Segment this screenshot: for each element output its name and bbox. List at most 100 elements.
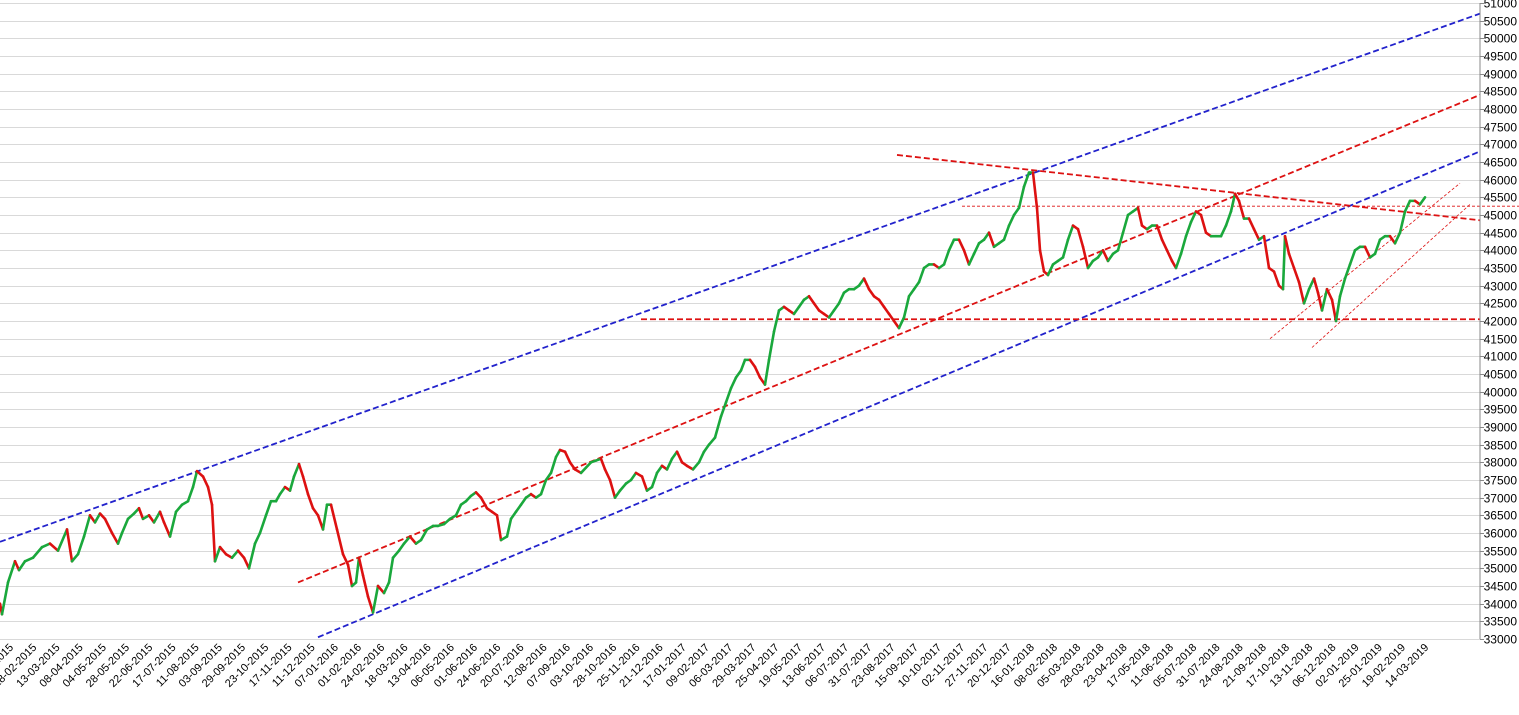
price-segment xyxy=(1233,192,1241,203)
price-segment xyxy=(387,556,395,584)
price-segment xyxy=(371,584,380,614)
y-tick-label: 48500 xyxy=(1484,85,1518,99)
price-segment xyxy=(1066,224,1075,242)
y-tick-label: 33500 xyxy=(1484,615,1518,629)
price-segment xyxy=(608,478,617,499)
price-segment xyxy=(13,559,21,572)
price-series xyxy=(0,171,1427,616)
price-segment xyxy=(258,514,268,535)
price-segment xyxy=(1155,224,1164,242)
price-segment xyxy=(618,482,628,492)
price-segment xyxy=(1076,227,1085,249)
price-segment xyxy=(902,294,911,319)
y-tick-label: 48000 xyxy=(1484,103,1518,117)
price-segment xyxy=(1136,206,1144,227)
price-segment xyxy=(1418,196,1427,206)
price-segment xyxy=(1086,259,1095,270)
price-segment xyxy=(957,238,966,252)
y-tick-label: 49000 xyxy=(1484,68,1518,82)
price-segment xyxy=(739,358,747,372)
price-segment xyxy=(877,298,886,309)
price-segment xyxy=(361,574,370,598)
price-segment xyxy=(753,365,762,379)
price-segment xyxy=(1101,249,1110,263)
price-segment xyxy=(702,443,711,454)
price-segment xyxy=(655,464,664,475)
price-segment xyxy=(357,556,365,577)
price-segment xyxy=(767,330,776,362)
gridlines xyxy=(0,3,1480,640)
price-segment xyxy=(454,503,463,517)
price-segment xyxy=(292,462,301,478)
price-segment xyxy=(442,517,452,526)
price-segment xyxy=(40,542,52,549)
price-segment xyxy=(724,386,733,404)
price-segment xyxy=(274,492,282,503)
x-axis: 201518-02-201513-03-201508-04-201504-05-… xyxy=(0,642,1431,690)
price-segment xyxy=(987,231,996,249)
price-segment xyxy=(301,475,310,496)
price-segment xyxy=(402,535,412,545)
price-segment xyxy=(897,316,906,330)
price-segment xyxy=(335,528,345,556)
price-segment xyxy=(288,475,296,492)
price-segment xyxy=(797,298,806,309)
price-segment xyxy=(158,510,166,524)
price-segment xyxy=(1189,210,1198,224)
y-tick-label: 46500 xyxy=(1484,156,1518,170)
price-segment xyxy=(1302,287,1311,305)
price-segment xyxy=(539,478,548,496)
price-segment xyxy=(1002,224,1011,242)
price-segment xyxy=(103,517,114,535)
price-segment xyxy=(1199,213,1208,234)
price-segment xyxy=(707,436,717,446)
price-segment xyxy=(867,287,876,298)
price-segment xyxy=(514,503,523,514)
price-segment xyxy=(56,528,69,552)
price-segment xyxy=(31,545,44,560)
price-segment xyxy=(907,287,916,298)
price-segment xyxy=(1224,210,1233,227)
price-segment xyxy=(832,302,841,312)
price-segment xyxy=(1179,234,1188,256)
price-segment xyxy=(509,510,518,521)
price-segment xyxy=(1081,245,1090,270)
price-segment xyxy=(554,448,562,459)
price-segment xyxy=(126,512,136,521)
price-segment xyxy=(1262,234,1271,270)
price-segment xyxy=(174,503,184,514)
y-tick-label: 50500 xyxy=(1484,15,1518,29)
price-segment xyxy=(544,471,553,482)
price-segment xyxy=(1283,234,1291,256)
price-segment xyxy=(1252,227,1261,242)
price-segment xyxy=(1012,206,1021,217)
price-segment xyxy=(862,277,871,291)
y-tick-label: 40500 xyxy=(1484,368,1518,382)
y-tick-label: 43000 xyxy=(1484,280,1518,294)
price-segment xyxy=(306,492,315,510)
price-segment xyxy=(382,581,391,595)
price-segment xyxy=(792,305,801,316)
price-segment xyxy=(366,595,375,614)
price-segment xyxy=(191,469,199,489)
price-segment xyxy=(120,517,130,535)
price-segment xyxy=(1031,171,1039,210)
price-segment xyxy=(640,475,649,492)
price-segment xyxy=(729,376,738,390)
price-segment xyxy=(1272,270,1281,287)
y-tick-label: 38500 xyxy=(1484,439,1518,453)
price-segment xyxy=(734,369,743,379)
price-segment xyxy=(1229,192,1237,213)
trendlines xyxy=(0,12,1519,639)
price-segment xyxy=(603,468,612,482)
trendline xyxy=(0,12,1481,543)
y-tick-label: 36500 xyxy=(1484,509,1518,523)
price-segment xyxy=(17,559,27,572)
price-segment xyxy=(253,531,262,545)
y-tick-label: 46000 xyxy=(1484,174,1518,188)
price-segment xyxy=(23,556,35,563)
y-tick-label: 34000 xyxy=(1484,598,1518,612)
price-segment xyxy=(495,514,503,542)
price-segment xyxy=(665,457,674,471)
price-segment xyxy=(1007,213,1016,227)
